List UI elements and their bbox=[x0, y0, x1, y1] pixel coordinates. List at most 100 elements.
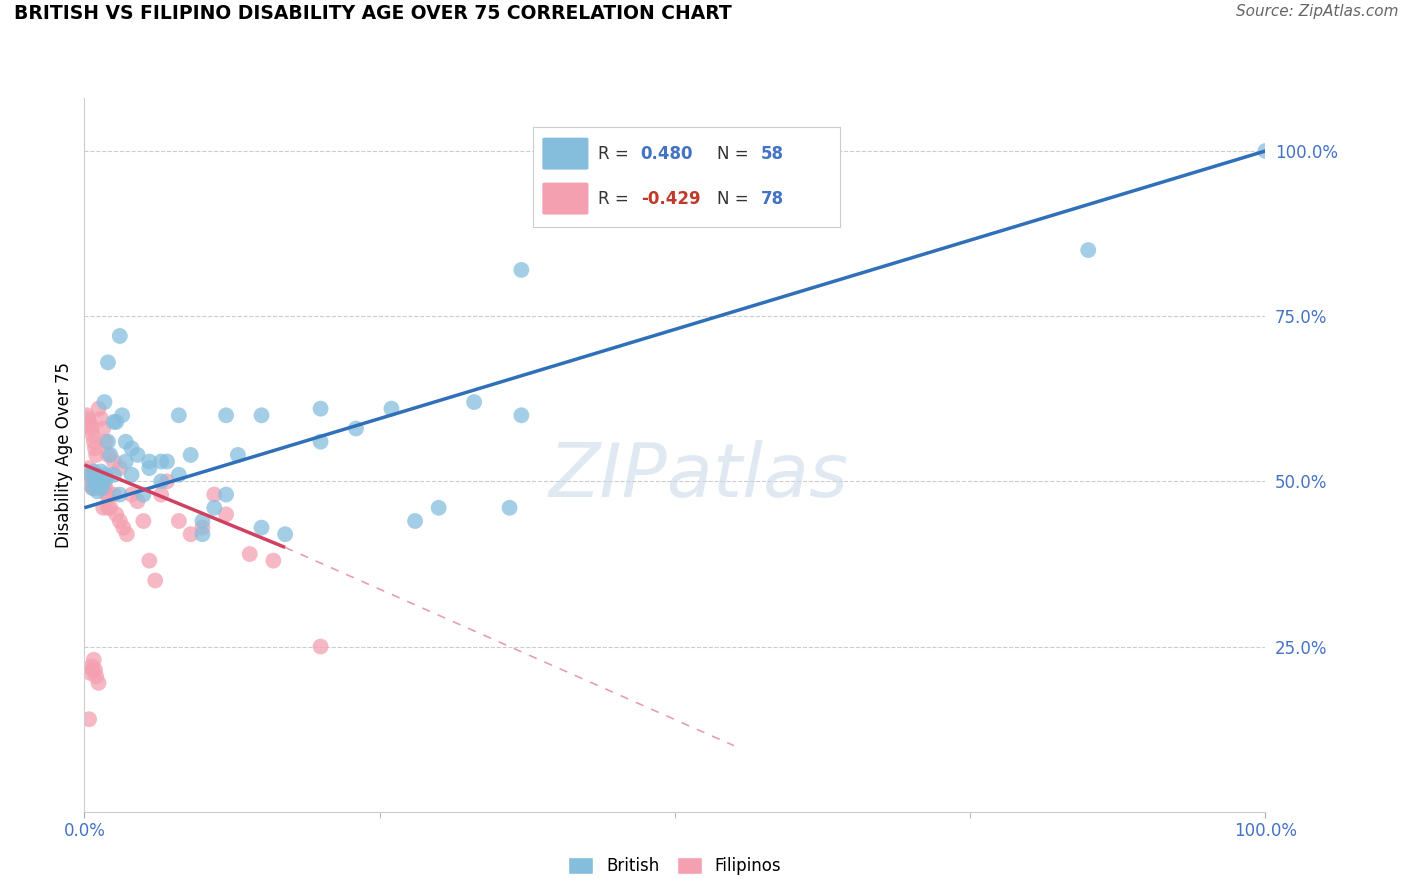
Point bbox=[94, 434, 117, 449]
Point bbox=[1077, 243, 1099, 257]
Point bbox=[84, 475, 107, 489]
Point bbox=[1254, 144, 1277, 158]
Point bbox=[191, 514, 214, 528]
Point bbox=[90, 411, 112, 425]
Point bbox=[105, 415, 128, 429]
Point bbox=[156, 454, 179, 468]
Point bbox=[93, 395, 115, 409]
Point bbox=[84, 448, 107, 462]
Point bbox=[127, 448, 149, 462]
Point bbox=[84, 669, 107, 683]
Point bbox=[77, 712, 100, 726]
Point bbox=[111, 409, 134, 423]
Point bbox=[150, 454, 173, 468]
Text: N =: N = bbox=[717, 145, 754, 162]
Point bbox=[91, 481, 114, 495]
Point bbox=[274, 527, 297, 541]
Text: BRITISH VS FILIPINO DISABILITY AGE OVER 75 CORRELATION CHART: BRITISH VS FILIPINO DISABILITY AGE OVER … bbox=[14, 4, 731, 23]
Point bbox=[79, 418, 101, 433]
Point bbox=[427, 500, 450, 515]
Point bbox=[79, 475, 101, 489]
Point bbox=[167, 409, 190, 423]
Point bbox=[215, 487, 238, 501]
Point bbox=[86, 475, 108, 489]
Point bbox=[77, 415, 100, 429]
Point bbox=[89, 475, 111, 489]
Point bbox=[77, 467, 100, 482]
Point bbox=[127, 494, 149, 508]
Point bbox=[89, 471, 111, 485]
Point bbox=[97, 500, 120, 515]
Point bbox=[114, 434, 136, 449]
Y-axis label: Disability Age Over 75: Disability Age Over 75 bbox=[55, 362, 73, 548]
Point bbox=[82, 467, 104, 482]
Point bbox=[79, 467, 101, 482]
Text: R =: R = bbox=[598, 145, 634, 162]
Text: R =: R = bbox=[598, 190, 634, 208]
Point bbox=[84, 663, 107, 677]
Point bbox=[82, 663, 104, 677]
Point bbox=[82, 481, 104, 495]
Point bbox=[90, 475, 112, 489]
Point bbox=[97, 448, 120, 462]
Point bbox=[103, 415, 125, 429]
Point bbox=[132, 487, 155, 501]
Legend: British, Filipinos: British, Filipinos bbox=[561, 850, 789, 882]
Point bbox=[463, 395, 485, 409]
Point bbox=[510, 263, 533, 277]
Point bbox=[108, 514, 131, 528]
Point bbox=[84, 481, 107, 495]
Point bbox=[83, 475, 105, 489]
Point bbox=[87, 481, 110, 495]
Point bbox=[250, 409, 273, 423]
Point bbox=[103, 467, 125, 482]
Point bbox=[498, 500, 520, 515]
Point bbox=[108, 487, 131, 501]
Point bbox=[215, 409, 238, 423]
Point bbox=[380, 401, 402, 416]
Point bbox=[86, 484, 108, 499]
Point bbox=[121, 467, 143, 482]
Point bbox=[77, 471, 100, 485]
Point bbox=[215, 508, 238, 522]
Point bbox=[191, 520, 214, 534]
Point bbox=[86, 475, 108, 489]
Point bbox=[103, 487, 125, 501]
Point bbox=[150, 487, 173, 501]
Point bbox=[84, 442, 107, 456]
Point bbox=[121, 442, 143, 456]
Point bbox=[112, 520, 135, 534]
Point bbox=[98, 448, 121, 462]
Point bbox=[167, 514, 190, 528]
Point bbox=[510, 409, 533, 423]
Point bbox=[121, 487, 143, 501]
Point bbox=[191, 527, 214, 541]
Point bbox=[91, 500, 114, 515]
Point bbox=[84, 467, 107, 482]
Point bbox=[96, 471, 118, 485]
Point bbox=[344, 421, 367, 435]
Point bbox=[226, 448, 249, 462]
Point bbox=[132, 514, 155, 528]
Point bbox=[103, 454, 125, 468]
Point bbox=[77, 461, 100, 475]
Text: Source: ZipAtlas.com: Source: ZipAtlas.com bbox=[1236, 4, 1399, 20]
Point bbox=[83, 477, 105, 491]
Point bbox=[180, 527, 202, 541]
Point bbox=[80, 421, 103, 435]
Point bbox=[79, 477, 101, 491]
Point bbox=[138, 461, 160, 475]
Point bbox=[83, 471, 105, 485]
Point bbox=[91, 421, 114, 435]
Point bbox=[309, 640, 332, 654]
Point bbox=[180, 448, 202, 462]
Point bbox=[76, 409, 98, 423]
Point bbox=[83, 465, 105, 479]
Point bbox=[94, 481, 117, 495]
Point bbox=[138, 454, 160, 468]
Point bbox=[80, 659, 103, 673]
Point bbox=[143, 574, 166, 588]
Point bbox=[87, 676, 110, 690]
Text: 78: 78 bbox=[761, 190, 783, 208]
Point bbox=[94, 467, 117, 482]
